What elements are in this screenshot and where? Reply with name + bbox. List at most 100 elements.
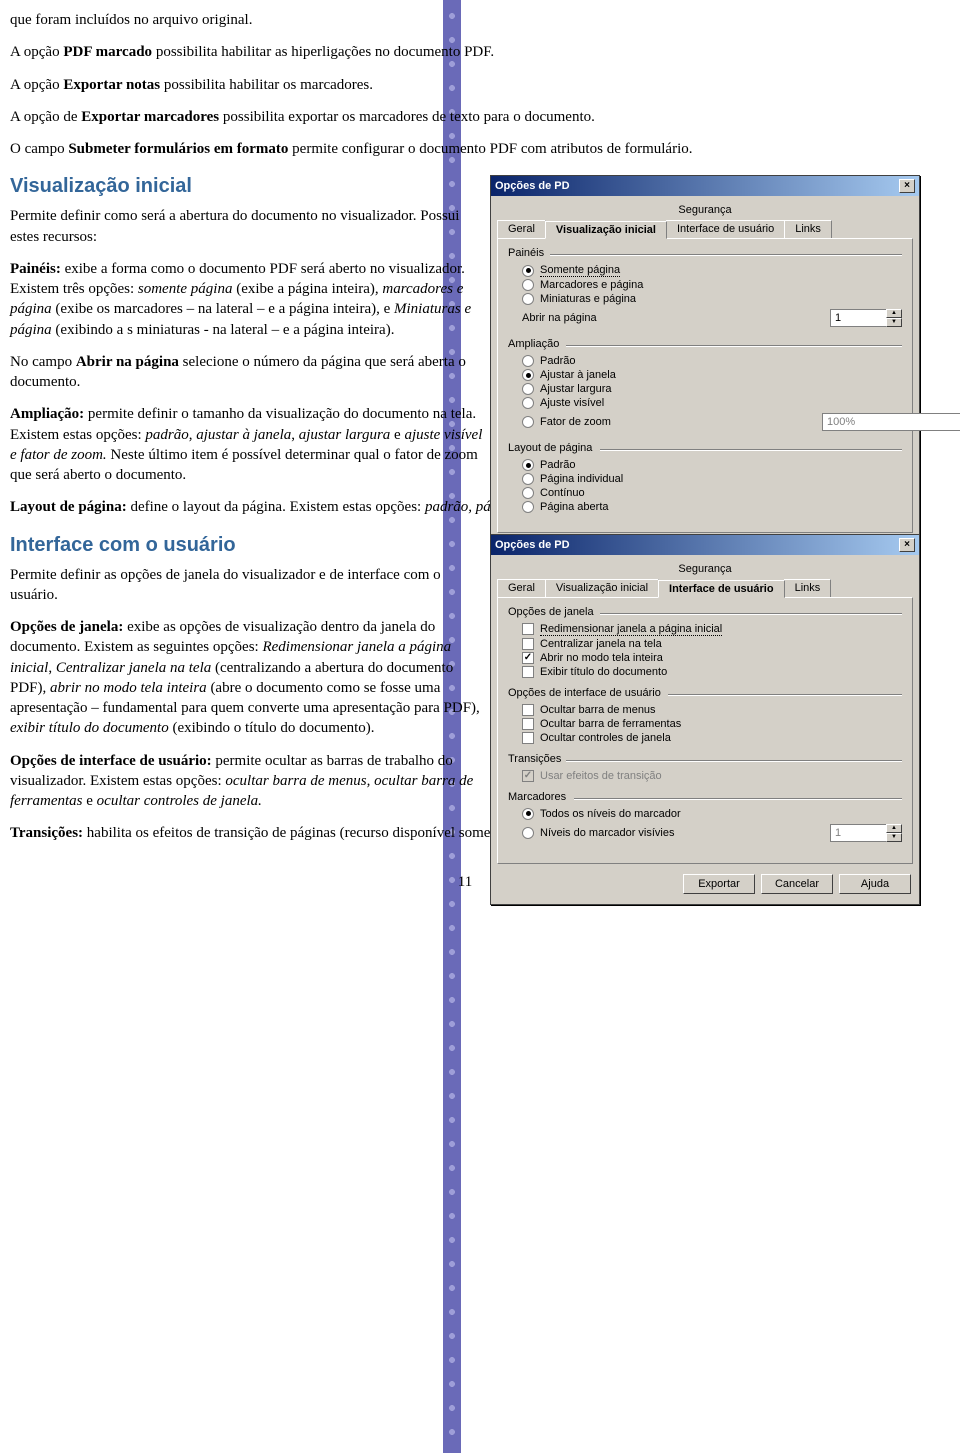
paragraph: A opção Exportar notas possibilita habil… [10, 75, 920, 95]
radio-label: Fator de zoom [540, 416, 611, 428]
radio-pagina-aberta[interactable]: Página aberta [508, 500, 902, 514]
spin-down-icon[interactable]: ▼ [886, 833, 902, 842]
text: e [390, 427, 404, 443]
radio-label: Miniaturas e página [540, 293, 636, 305]
italic-text: exibir título do documento [10, 720, 169, 736]
ajuda-button[interactable]: Ajuda [839, 874, 911, 894]
text: possibilita habilitar as hiperligações n… [152, 44, 494, 60]
bold-text: Transições: [10, 825, 83, 841]
spin-abrir-pagina[interactable]: ▲▼ [830, 309, 902, 327]
tab-interface-usuario[interactable]: Interface de usuário [658, 580, 785, 598]
bold-text: Abrir na página [76, 354, 179, 370]
check-usar-transicao: Usar efeitos de transição [508, 769, 902, 783]
text: possibilita exportar os marcadores de te… [219, 109, 595, 125]
close-icon[interactable]: × [899, 179, 915, 193]
radio-label: Somente página [540, 264, 620, 277]
pdf-options-dialog-visual: Opções de PD × Segurança Geral Visualiza… [490, 175, 920, 574]
italic-text: padrão [145, 427, 188, 443]
radio-somente-pagina[interactable]: Somente página [508, 263, 902, 278]
tab-seguranca[interactable]: Segurança [497, 561, 913, 579]
label-abrir-pagina: Abrir na página [522, 312, 597, 324]
tab-geral[interactable]: Geral [497, 579, 546, 597]
exportar-button[interactable]: Exportar [683, 874, 755, 894]
dialog-title-text: Opções de PD [495, 180, 570, 192]
check-ocultar-menus[interactable]: Ocultar barra de menus [508, 703, 902, 717]
bold-text: Painéis: [10, 261, 61, 277]
group-paineis: Painéis [508, 247, 902, 259]
tab-seguranca[interactable]: Segurança [497, 202, 913, 220]
italic-text: abrir no modo tela inteira [50, 680, 207, 696]
bold-text: Opções de janela: [10, 619, 123, 635]
text: A opção [10, 77, 63, 93]
group-marcadores: Marcadores [508, 791, 902, 803]
spin-up-icon[interactable]: ▲ [886, 309, 902, 318]
paragraph: Opções de interface de usuário: permite … [10, 751, 490, 812]
radio-marcadores-pagina[interactable]: Marcadores e página [508, 278, 902, 292]
check-ocultar-ferramentas[interactable]: Ocultar barra de ferramentas [508, 717, 902, 731]
radio-pagina-individual[interactable]: Página individual [508, 472, 902, 486]
radio-layout-padrao[interactable]: Padrão [508, 458, 902, 472]
group-opcoes-interface: Opções de interface de usuário [508, 687, 902, 699]
check-ocultar-controles[interactable]: Ocultar controles de janela [508, 731, 902, 745]
italic-text: somente página [138, 281, 233, 297]
text: A opção de [10, 109, 81, 125]
heading-interface: Interface com o usuário [10, 534, 490, 557]
check-label: Exibir título do documento [540, 666, 667, 678]
radio-padrao[interactable]: Padrão [508, 354, 902, 368]
pdf-options-dialog-interface: Opções de PD × Segurança Geral Visualiza… [490, 534, 920, 905]
tab-interface-usuario[interactable]: Interface de usuário [666, 220, 785, 238]
close-icon[interactable]: × [899, 538, 915, 552]
italic-text: Centralizar janela na tela [56, 660, 211, 676]
heading-visualizacao: Visualização inicial [10, 175, 490, 198]
cancelar-button[interactable]: Cancelar [761, 874, 833, 894]
paragraph: que foram incluídos no arquivo original. [10, 10, 920, 30]
paragraph: A opção PDF marcado possibilita habilita… [10, 42, 920, 62]
check-abrir-tela-inteira[interactable]: Abrir no modo tela inteira [508, 651, 902, 665]
radio-label: Ajustar à janela [540, 369, 616, 381]
radio-ajustar-largura[interactable]: Ajustar largura [508, 382, 902, 396]
text: , [48, 660, 56, 676]
check-label: Ocultar barra de ferramentas [540, 718, 681, 730]
text: O campo [10, 141, 68, 157]
radio-miniaturas-pagina[interactable]: Miniaturas e página [508, 292, 902, 306]
tab-geral[interactable]: Geral [497, 220, 546, 238]
text: No campo [10, 354, 76, 370]
check-centralizar[interactable]: Centralizar janela na tela [508, 637, 902, 651]
tab-visualizacao-inicial[interactable]: Visualização inicial [545, 579, 659, 597]
radio-fator-zoom[interactable] [522, 416, 534, 428]
radio-niveis-visiveis[interactable] [522, 827, 534, 839]
radio-label: Padrão [540, 459, 575, 471]
check-label: Abrir no modo tela inteira [540, 652, 663, 664]
paragraph: No campo Abrir na página selecione o núm… [10, 352, 490, 393]
tab-links[interactable]: Links [784, 220, 832, 238]
italic-text: ajustar à janela [196, 427, 291, 443]
radio-label: Página aberta [540, 501, 609, 513]
radio-ajustar-janela[interactable]: Ajustar à janela [508, 368, 902, 382]
text: (exibindo a s miniaturas - na lateral – … [52, 322, 395, 338]
text: e [83, 793, 97, 809]
bold-text: Exportar notas [63, 77, 160, 93]
italic-text: ajustar largura [299, 427, 391, 443]
bold-text: Exportar marcadores [81, 109, 219, 125]
spin-down-icon[interactable]: ▼ [886, 318, 902, 327]
tab-visualizacao-inicial[interactable]: Visualização inicial [545, 221, 667, 239]
check-exibir-titulo[interactable]: Exibir título do documento [508, 665, 902, 679]
check-label: Centralizar janela na tela [540, 638, 662, 650]
tab-links[interactable]: Links [784, 579, 832, 597]
combo-zoom[interactable]: ▼ [822, 413, 902, 431]
spin-up-icon[interactable]: ▲ [886, 824, 902, 833]
check-label: Redimensionar janela a página inicial [540, 623, 722, 636]
radio-todos-niveis[interactable]: Todos os níveis do marcador [508, 807, 902, 821]
dialog-titlebar: Opções de PD × [491, 176, 919, 196]
paragraph: Permite definir como será a abertura do … [10, 206, 490, 247]
text: (exibindo o título do documento). [169, 720, 375, 736]
dialog-titlebar: Opções de PD × [491, 535, 919, 555]
radio-label: Ajustar largura [540, 383, 612, 395]
italic-text: ocultar controles de janela. [97, 793, 262, 809]
check-label: Ocultar barra de menus [540, 704, 656, 716]
radio-ajuste-visivel[interactable]: Ajuste visível [508, 396, 902, 410]
spin-niveis[interactable]: ▲▼ [830, 824, 902, 842]
radio-label: Todos os níveis do marcador [540, 808, 681, 820]
radio-continuo[interactable]: Contínuo [508, 486, 902, 500]
check-redimensionar[interactable]: Redimensionar janela a página inicial [508, 622, 902, 637]
